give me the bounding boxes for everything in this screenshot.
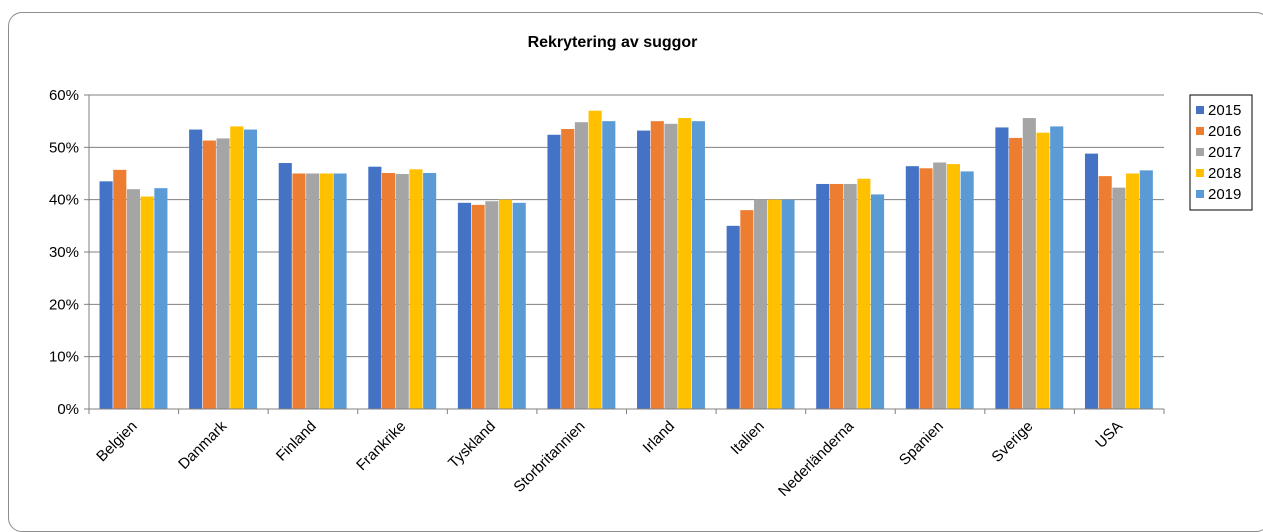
legend: 2015 2016 2017 2018 2019 [1189, 94, 1253, 211]
bar-2019 [423, 172, 437, 409]
bar-2015 [905, 166, 919, 409]
x-tick-label: Tyskland [445, 418, 499, 472]
bar-2019 [691, 121, 705, 410]
legend-label: 2015 [1208, 102, 1241, 119]
legend-swatch [1196, 190, 1204, 198]
bar-2015 [637, 130, 651, 409]
bar-2018 [857, 178, 871, 409]
x-tick-label: Danmark [175, 417, 230, 472]
legend-label: 2017 [1208, 144, 1241, 161]
bar-2019 [871, 194, 885, 409]
y-tick-label: 10% [49, 349, 79, 366]
bar-2015 [1084, 153, 1099, 409]
bar-2016 [919, 168, 933, 409]
bar-2019 [243, 129, 258, 410]
bar-layer [99, 110, 1153, 410]
bar-2019 [512, 202, 526, 409]
y-tick-label: 20% [49, 296, 79, 313]
legend-swatch [1196, 169, 1204, 177]
bar-2018 [946, 164, 960, 409]
bar-2016 [1098, 176, 1112, 409]
x-tick-label: Irland [640, 418, 679, 457]
y-tick-label: 60% [49, 87, 79, 104]
x-tick-label: Italien [727, 418, 767, 458]
bar-2018 [767, 199, 781, 409]
bar-2018 [409, 169, 423, 409]
bar-2016 [292, 173, 306, 409]
x-tick-label: Frankrike [353, 418, 409, 474]
x-tick-label: Storbritannien [510, 418, 588, 496]
x-tick-label: USA [1092, 418, 1126, 452]
bar-2015 [547, 134, 561, 410]
bar-2019 [602, 121, 616, 410]
bar-2016 [202, 140, 216, 409]
bar-2017 [843, 183, 857, 409]
bar-2016 [829, 183, 844, 409]
bar-2016 [471, 204, 485, 409]
legend-swatch [1196, 127, 1204, 135]
bar-chart: 0% 10% 20% 30% 40% 50% 60% Belgien Danmark Finlan… [49, 87, 1253, 500]
bar-2015 [995, 127, 1009, 410]
bar-2016 [561, 129, 575, 409]
x-tick-label: Spanien [896, 418, 947, 469]
bar-2017 [306, 173, 320, 409]
chart-title: Rekrytering av suggor [527, 34, 698, 51]
bar-2019 [333, 173, 347, 409]
bar-2017 [933, 162, 947, 409]
legend-label: 2016 [1208, 123, 1241, 140]
bar-2015 [99, 181, 113, 409]
x-tick-label: Nederländerna [775, 417, 858, 500]
y-tick-label: 40% [49, 192, 79, 209]
bar-2018 [1036, 132, 1050, 409]
legend-swatch [1196, 106, 1204, 114]
bar-2018 [498, 199, 513, 409]
bar-2015 [457, 202, 471, 409]
bar-2015 [816, 183, 830, 409]
legend-label: 2019 [1208, 186, 1241, 203]
bar-2018 [319, 173, 333, 409]
bar-2017 [126, 189, 141, 409]
bar-2015 [368, 166, 382, 409]
bar-2016 [740, 210, 754, 409]
bar-2019 [154, 188, 168, 409]
bar-2017 [1022, 118, 1036, 409]
bar-2016 [1009, 137, 1023, 409]
x-tick-label: Finland [273, 418, 320, 465]
y-tick-label: 30% [49, 244, 79, 261]
y-tick-label: 0% [57, 401, 79, 418]
bar-2015 [278, 163, 292, 409]
bar-2019 [960, 171, 974, 409]
bar-2017 [216, 138, 230, 410]
bar-2017 [485, 201, 499, 409]
bar-2018 [1126, 173, 1140, 409]
bar-2016 [650, 121, 664, 410]
bar-2017 [395, 174, 409, 409]
bar-2017 [574, 122, 588, 410]
x-tick-label: Belgien [93, 418, 140, 465]
bar-2018 [140, 196, 154, 409]
bar-2019 [1050, 126, 1064, 410]
bar-2019 [1139, 170, 1153, 409]
bar-2019 [781, 199, 795, 409]
bar-2017 [1112, 187, 1126, 409]
bar-2015 [189, 129, 203, 410]
bar-2018 [588, 110, 602, 409]
legend-swatch [1196, 148, 1204, 156]
y-tick-label: 50% [49, 139, 79, 156]
x-tick-label: Sverige [988, 418, 1036, 466]
bar-2016 [381, 172, 396, 409]
bar-2018 [230, 126, 244, 410]
legend-label: 2018 [1208, 165, 1241, 182]
bar-2017 [664, 123, 678, 410]
bar-2015 [726, 225, 740, 409]
bar-2016 [113, 169, 127, 409]
bar-2017 [754, 199, 768, 409]
grid-lines [89, 94, 1164, 358]
bar-2018 [678, 118, 692, 409]
